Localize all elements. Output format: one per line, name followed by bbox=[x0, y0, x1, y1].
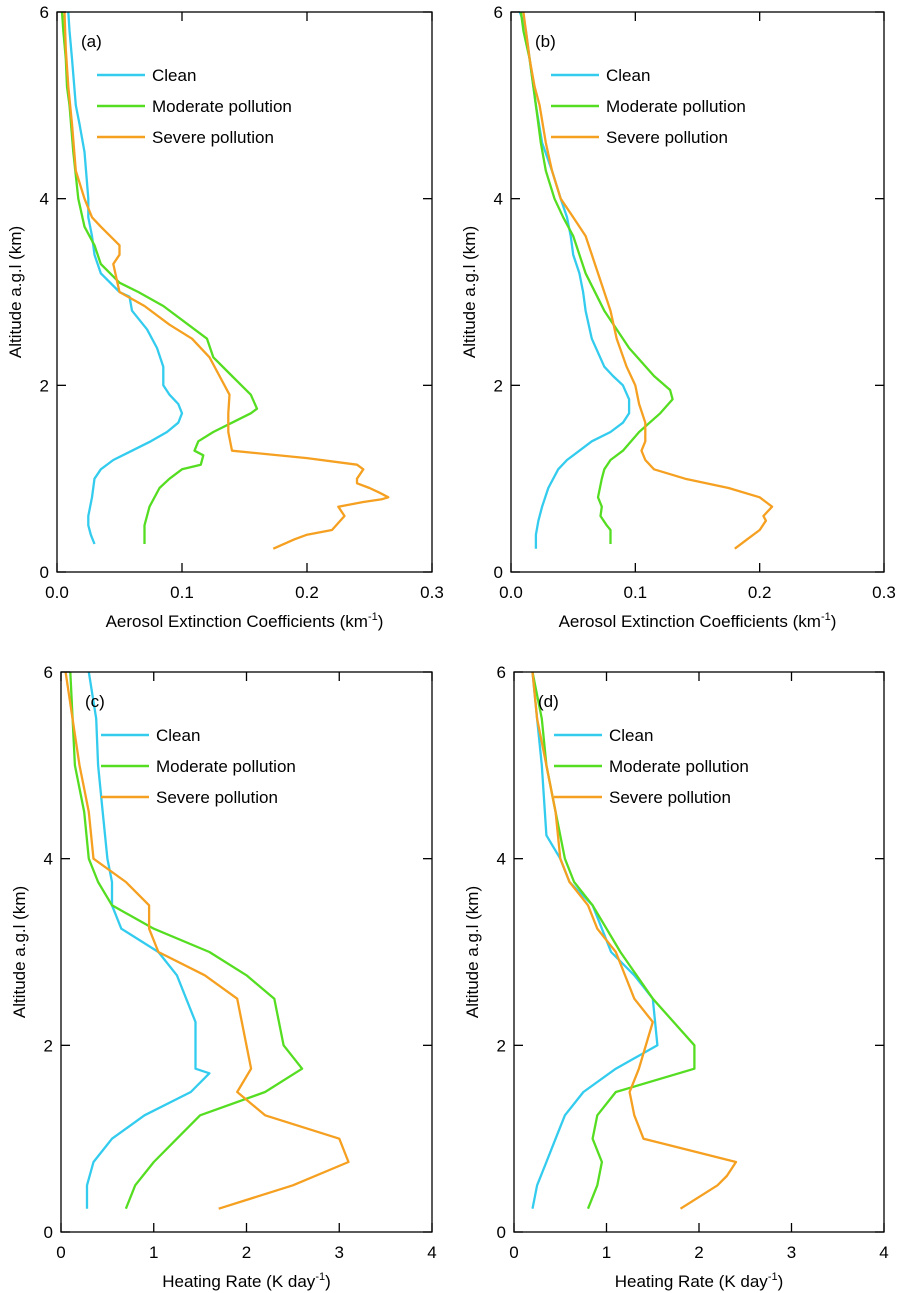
y-tick-label-0-1: 2 bbox=[40, 376, 49, 395]
y-axis-label-2: Altitude a.g.l (km) bbox=[10, 886, 29, 1018]
x-tick-label-2-3: 3 bbox=[335, 1243, 344, 1262]
y-tick-label-2-0: 0 bbox=[44, 1223, 53, 1242]
x-axis-label-1: Aerosol Extinction Coefficients (km-1) bbox=[559, 611, 837, 631]
x-tick-label-1-0: 0.0 bbox=[499, 583, 523, 602]
plot-frame-0 bbox=[56, 11, 433, 573]
x-tick-label-3-4: 4 bbox=[879, 1243, 888, 1262]
y-tick-label-0-2: 4 bbox=[40, 190, 49, 209]
legend-label-2-0: Clean bbox=[156, 726, 200, 745]
x-axis-label-text-3: Heating Rate (K day bbox=[615, 1272, 769, 1291]
legend-label-1-1: Moderate pollution bbox=[606, 97, 746, 116]
x-axis-label-suffix-3: ) bbox=[778, 1272, 784, 1291]
y-tick-label-1-3: 6 bbox=[494, 3, 503, 22]
chart-panel-0: 0.0 0.1 0.2 0.3 0 2 4 6 Aerosol Extinction Coeff… bbox=[6, 3, 444, 631]
plot-frame-2 bbox=[60, 671, 433, 1233]
x-axis-label-0: Aerosol Extinction Coefficients (km-1) bbox=[106, 611, 384, 631]
series-line-2-0 bbox=[85, 671, 211, 1209]
x-axis-label-sup-0: -1 bbox=[368, 611, 378, 623]
x-tick-label-3-1: 1 bbox=[602, 1243, 611, 1262]
y-tick-label-0-3: 6 bbox=[40, 3, 49, 22]
chart-panel-3: 0 1 2 3 4 0 2 4 6 Heating Rate (K day-1) Altitude … bbox=[463, 663, 889, 1291]
x-axis-label-3: Heating Rate (K day-1) bbox=[615, 1271, 784, 1291]
legend-label-3-1: Moderate pollution bbox=[609, 757, 749, 776]
legend-label-0-1: Moderate pollution bbox=[152, 97, 292, 116]
x-axis-label-sup-1: -1 bbox=[821, 611, 831, 623]
y-tick-label-2-3: 6 bbox=[44, 663, 53, 682]
series-line-2-1 bbox=[69, 671, 304, 1210]
y-tick-label-3-3: 6 bbox=[497, 663, 506, 682]
panel-label-3: (d) bbox=[538, 692, 559, 711]
y-tick-label-3-2: 4 bbox=[497, 850, 506, 869]
x-tick-label-3-2: 2 bbox=[694, 1243, 703, 1262]
y-axis-label-1: Altitude a.g.l (km) bbox=[460, 226, 479, 358]
y-tick-label-1-1: 2 bbox=[494, 376, 503, 395]
x-tick-label-0-2: 0.2 bbox=[295, 583, 319, 602]
y-tick-label-0-0: 0 bbox=[40, 563, 49, 582]
x-axis-label-suffix-2: ) bbox=[325, 1272, 331, 1291]
x-tick-label-1-3: 0.3 bbox=[872, 583, 896, 602]
x-tick-label-2-0: 0 bbox=[56, 1243, 65, 1262]
panel-label-2: (c) bbox=[85, 692, 105, 711]
x-axis-label-2: Heating Rate (K day-1) bbox=[162, 1271, 331, 1291]
x-tick-label-0-1: 0.1 bbox=[170, 583, 194, 602]
x-axis-label-suffix-0: ) bbox=[378, 612, 384, 631]
plot-frame-3 bbox=[513, 671, 885, 1233]
series-line-2-2 bbox=[64, 671, 350, 1210]
legend-label-3-0: Clean bbox=[609, 726, 653, 745]
x-axis-label-sup-2: -1 bbox=[315, 1271, 325, 1283]
series-line-3-1 bbox=[531, 671, 696, 1210]
x-tick-label-2-1: 1 bbox=[149, 1243, 158, 1262]
plot-frame-1 bbox=[510, 11, 885, 573]
y-tick-label-3-0: 0 bbox=[497, 1223, 506, 1242]
x-tick-label-0-3: 0.3 bbox=[420, 583, 444, 602]
legend-label-1-0: Clean bbox=[606, 66, 650, 85]
chart-panel-2: 0 1 2 3 4 0 2 4 6 Heating Rate (K day-1) Altitude … bbox=[10, 663, 437, 1291]
chart-panel-1: 0.0 0.1 0.2 0.3 0 2 4 6 Aerosol Extinction Coeff… bbox=[460, 3, 896, 631]
x-axis-label-text-2: Heating Rate (K day bbox=[162, 1272, 316, 1291]
x-tick-label-0-0: 0.0 bbox=[45, 583, 69, 602]
x-tick-label-1-2: 0.2 bbox=[748, 583, 772, 602]
x-tick-label-2-4: 4 bbox=[427, 1243, 436, 1262]
x-axis-label-text-1: Aerosol Extinction Coefficients (km bbox=[559, 612, 821, 631]
legend-label-0-0: Clean bbox=[152, 66, 196, 85]
x-tick-label-3-0: 0 bbox=[509, 1243, 518, 1262]
series-line-0-1 bbox=[60, 11, 259, 544]
legend-label-2-1: Moderate pollution bbox=[156, 757, 296, 776]
legend-label-3-2: Severe pollution bbox=[609, 788, 731, 807]
panel-label-0: (a) bbox=[81, 32, 102, 51]
y-axis-label-0: Altitude a.g.l (km) bbox=[6, 226, 25, 358]
y-tick-label-2-1: 2 bbox=[44, 1036, 53, 1055]
x-axis-label-suffix-1: ) bbox=[831, 612, 837, 631]
legend-label-0-2: Severe pollution bbox=[152, 128, 274, 147]
y-tick-label-1-0: 0 bbox=[494, 563, 503, 582]
series-line-0-2 bbox=[63, 11, 390, 550]
x-axis-label-sup-3: -1 bbox=[768, 1271, 778, 1283]
x-tick-label-3-3: 3 bbox=[787, 1243, 796, 1262]
series-line-1-2 bbox=[522, 11, 774, 550]
y-tick-label-1-2: 4 bbox=[494, 190, 503, 209]
y-tick-label-3-1: 2 bbox=[497, 1036, 506, 1055]
legend-label-1-2: Severe pollution bbox=[606, 128, 728, 147]
x-tick-label-2-2: 2 bbox=[242, 1243, 251, 1262]
panel-label-1: (b) bbox=[535, 32, 556, 51]
series-line-0-0 bbox=[67, 11, 184, 545]
legend-label-2-2: Severe pollution bbox=[156, 788, 278, 807]
series-line-3-0 bbox=[531, 671, 659, 1209]
y-tick-label-2-2: 4 bbox=[44, 850, 53, 869]
series-line-1-1 bbox=[519, 11, 674, 544]
x-tick-label-1-1: 0.1 bbox=[624, 583, 648, 602]
x-axis-label-text-0: Aerosol Extinction Coefficients (km bbox=[106, 612, 368, 631]
y-axis-label-3: Altitude a.g.l (km) bbox=[463, 886, 482, 1018]
series-line-3-2 bbox=[531, 671, 738, 1210]
